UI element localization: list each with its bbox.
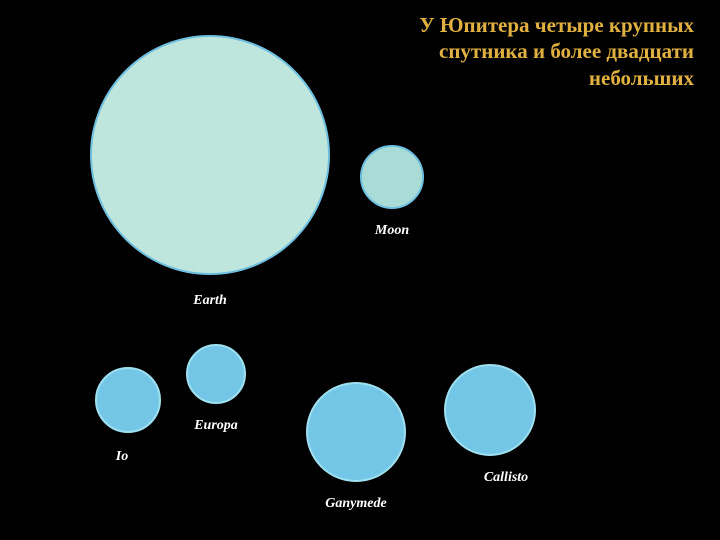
body-circle-io bbox=[95, 367, 161, 433]
body-moon bbox=[360, 145, 424, 209]
body-label-moon: Moon bbox=[375, 223, 409, 239]
body-circle-earth bbox=[90, 35, 330, 275]
body-circle-ganymede bbox=[306, 382, 406, 482]
body-ganymede bbox=[306, 382, 406, 482]
body-circle-callisto bbox=[444, 364, 536, 456]
title-line-1: У Юпитера четыре крупных bbox=[354, 12, 694, 38]
body-europa bbox=[186, 344, 246, 404]
body-circle-europa bbox=[186, 344, 246, 404]
body-callisto bbox=[444, 364, 536, 456]
body-label-callisto: Callisto bbox=[484, 470, 528, 486]
body-label-io: Io bbox=[116, 449, 128, 465]
body-label-europa: Europa bbox=[194, 418, 238, 434]
body-io bbox=[95, 367, 161, 433]
body-label-earth: Earth bbox=[193, 293, 226, 309]
body-label-ganymede: Ganymede bbox=[325, 496, 386, 512]
body-earth bbox=[90, 35, 330, 275]
title-line-3: небольших bbox=[354, 65, 694, 91]
body-circle-moon bbox=[360, 145, 424, 209]
title-line-2: спутника и более двадцати bbox=[354, 38, 694, 64]
diagram-title: У Юпитера четыре крупных спутника и боле… bbox=[354, 12, 694, 91]
